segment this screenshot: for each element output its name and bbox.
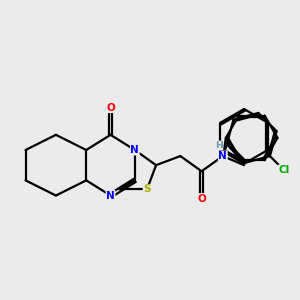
Text: S: S	[143, 184, 151, 194]
Text: N: N	[218, 151, 227, 161]
Text: H: H	[215, 141, 223, 150]
Text: N: N	[106, 190, 115, 200]
Text: O: O	[106, 103, 115, 112]
Text: N: N	[130, 145, 139, 155]
Text: Cl: Cl	[278, 165, 290, 175]
Text: O: O	[197, 194, 206, 204]
